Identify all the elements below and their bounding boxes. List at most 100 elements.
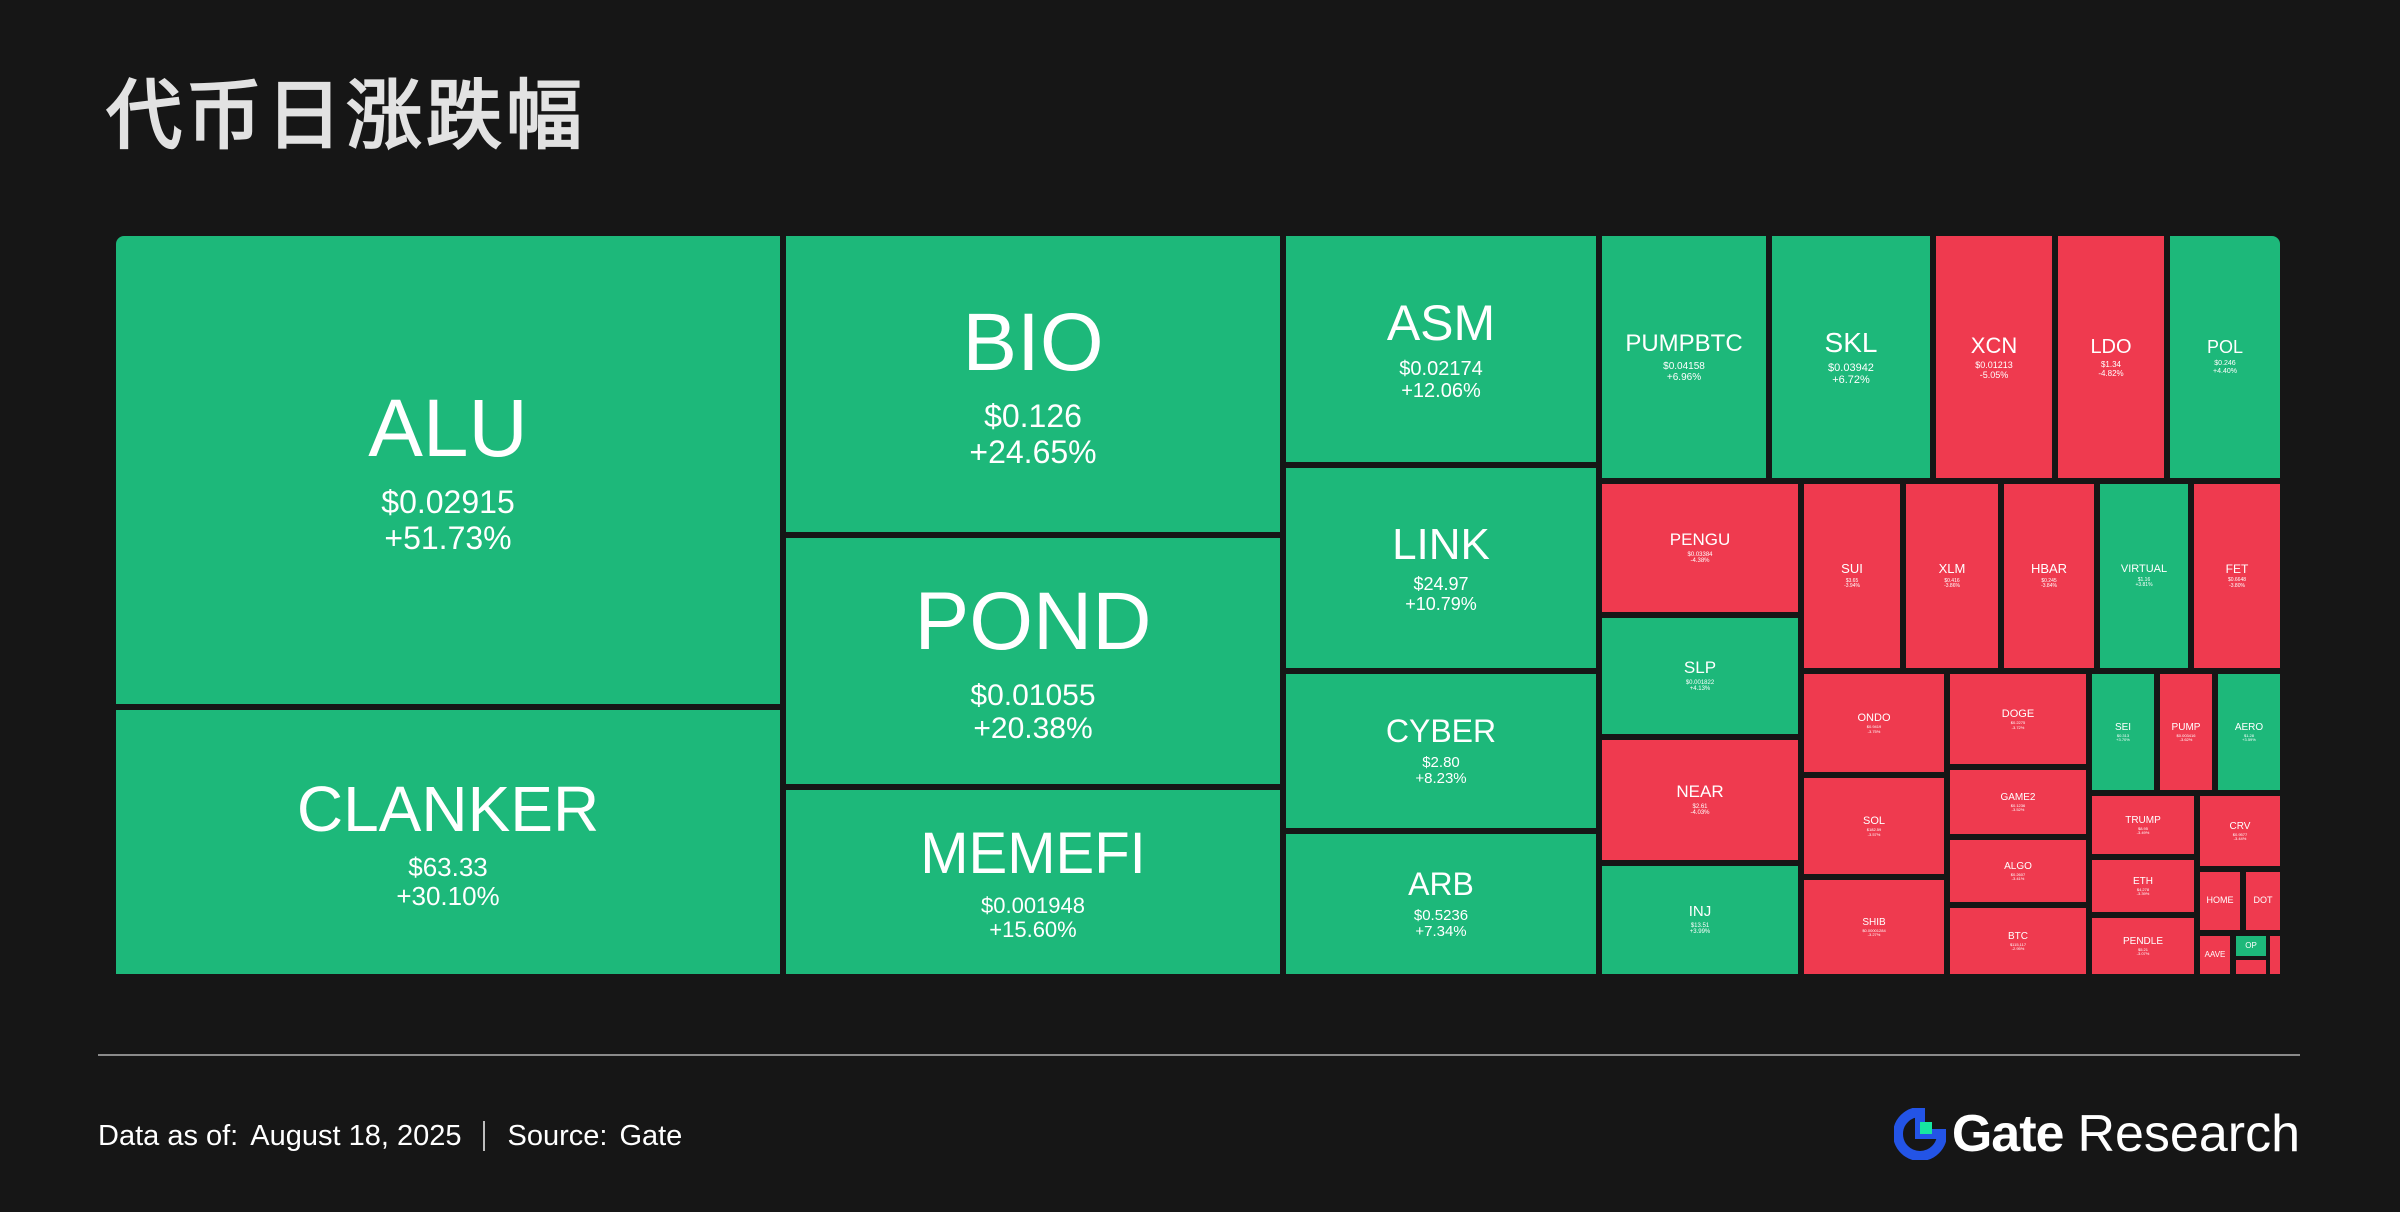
treemap-tile-slp: SLP $0.001822 +4.13%	[1602, 618, 1798, 734]
tile-change: -3.52%	[2011, 807, 2025, 812]
tile-symbol: HOME	[2206, 895, 2234, 906]
tile-symbol: CRV	[2229, 820, 2251, 832]
tile-symbol: PUMP	[2171, 721, 2201, 733]
tile-price: $182.59	[1866, 827, 1882, 833]
tile-price: $1.28	[2243, 732, 2254, 738]
tile-price: $4,278	[2136, 886, 2150, 892]
tile-change: +3.81%	[2135, 582, 2153, 589]
tile-price: $0.2607	[2010, 871, 2026, 877]
tile-change: -2.95%	[2011, 946, 2025, 951]
treemap-tile-ldo: LDO $1.34 -4.82%	[2058, 236, 2164, 478]
tile-symbol: GAME2	[2000, 791, 2036, 803]
tile-change: +4.13%	[1689, 686, 1711, 693]
tile-change: +12.06%	[1401, 380, 1481, 402]
treemap-tile-small-42	[2270, 936, 2280, 974]
tile-price: $0.416	[1944, 577, 1960, 584]
tile-price: $0.03942	[1828, 362, 1874, 375]
tile-symbol: SKL	[1824, 326, 1878, 358]
treemap-tile-near: NEAR $2.61 -4.03%	[1602, 740, 1798, 860]
tile-symbol: SOL	[1862, 815, 1885, 828]
tile-change: -3.39%	[2136, 891, 2150, 896]
treemap-tile-pendle: PENDLE $5.21 -3.07%	[2092, 918, 2194, 974]
tile-symbol: POL	[2206, 337, 2244, 358]
source-value: Gate	[619, 1119, 683, 1152]
treemap-chart: ALU $0.02915 +51.73% CLANKER $63.33 +30.10% BI…	[116, 236, 2280, 974]
tile-price: $0.1236	[2010, 802, 2026, 808]
tile-symbol: XCN	[1970, 332, 2018, 358]
data-as-of-label: Data as of:	[98, 1119, 239, 1152]
tile-price: $8.95	[2137, 825, 2148, 831]
divider	[98, 1054, 2300, 1056]
treemap-tile-crv: CRV $0.9577 -3.44%	[2200, 796, 2280, 866]
treemap-tile-btc: BTC $115,117 -2.95%	[1950, 908, 2086, 974]
tile-price: $1.16	[2137, 576, 2151, 583]
tile-change: -4.38%	[1690, 558, 1710, 565]
tile-symbol: ETH	[2133, 875, 2153, 887]
tile-price: $2.61	[1692, 803, 1708, 810]
tile-change: +51.73%	[384, 519, 512, 556]
treemap-tile-small-41	[2236, 960, 2266, 974]
tile-price: $0.003416	[2176, 732, 2196, 738]
tile-symbol: SLP	[1683, 658, 1717, 678]
tile-price: $63.33	[408, 852, 488, 883]
treemap-tile-skl: SKL $0.03942 +6.72%	[1772, 236, 1930, 478]
source-label: Source:	[507, 1119, 608, 1152]
tile-price: $0.01055	[970, 678, 1096, 712]
tile-price: $0.01213	[1975, 359, 2013, 370]
tile-price: $5.21	[2137, 946, 2148, 952]
treemap-tile-sui: SUI $3.65 -3.94%	[1804, 484, 1900, 668]
tile-symbol: ALGO	[2004, 860, 2032, 872]
tile-symbol: SHIB	[1862, 916, 1886, 928]
treemap-tile-hbar: HBAR $0.245 -3.84%	[2004, 484, 2094, 668]
tile-change: +3.99%	[1689, 929, 1711, 936]
brand-name: Gate	[1951, 1105, 2065, 1163]
tile-change: -3.62%	[2179, 737, 2193, 742]
treemap-tile-fet: FET $0.6648 -3.80%	[2194, 484, 2280, 668]
treemap-tile-xcn: XCN $0.01213 -5.05%	[1936, 236, 2052, 478]
tile-change: +15.60%	[989, 916, 1077, 942]
treemap-tile-shib: SHIB $0.00001284 -3.27%	[1804, 880, 1944, 974]
tile-price: $115,117	[2009, 941, 2027, 947]
treemap-tile-cyber: CYBER $2.80 +8.23%	[1286, 674, 1596, 828]
treemap-tile-asm: ASM $0.02174 +12.06%	[1286, 236, 1596, 462]
tile-change: +20.38%	[973, 711, 1093, 745]
tile-price: $0.6648	[2227, 577, 2247, 584]
tile-price: $13.51	[1690, 922, 1710, 929]
tile-change: -5.05%	[1979, 369, 2009, 380]
tile-change: -3.94%	[1844, 583, 1860, 590]
tile-symbol: OP	[2245, 940, 2257, 950]
treemap-tile-pump: PUMP $0.003416 -3.62%	[2160, 674, 2212, 790]
tile-symbol: BIO	[962, 297, 1104, 389]
treemap-tile-pond: POND $0.01055 +20.38%	[786, 538, 1280, 784]
tile-change: +4.40%	[2213, 367, 2237, 375]
treemap-tile-pengu: PENGU $0.03384 -4.38%	[1602, 484, 1798, 612]
tile-symbol: MEMEFI	[920, 820, 1146, 886]
tile-change: -3.07%	[2136, 951, 2150, 956]
tile-price: $0.245	[2041, 577, 2057, 584]
tile-symbol: PUMPBTC	[1625, 329, 1743, 357]
tile-symbol: AERO	[2234, 721, 2264, 733]
tile-symbol: XLM	[1938, 561, 1966, 577]
tile-price: $1.34	[2100, 359, 2122, 369]
tile-symbol: LDO	[2090, 335, 2132, 358]
tile-price: $0.001822	[1685, 679, 1715, 686]
treemap-tile-xlm: XLM $0.416 -3.86%	[1906, 484, 1998, 668]
tile-symbol: SUI	[1841, 561, 1863, 577]
tile-price: $0.04158	[1663, 361, 1705, 373]
tile-change: -3.27%	[1867, 932, 1881, 937]
tile-price: $3.65	[1845, 577, 1859, 584]
treemap-tile-aave: AAVE	[2200, 936, 2230, 974]
tile-symbol: NEAR	[1676, 782, 1724, 802]
treemap-tile-dot: DOT	[2246, 872, 2280, 930]
tile-change: -4.03%	[1690, 810, 1710, 817]
tile-change: +10.79%	[1405, 594, 1477, 615]
brand-suffix: Research	[2077, 1105, 2300, 1163]
tile-change: +7.34%	[1415, 923, 1467, 941]
tile-price: $0.313	[2116, 732, 2130, 738]
tile-change: -4.82%	[2098, 368, 2124, 378]
treemap-tile-pumpbtc: PUMPBTC $0.04158 +6.96%	[1602, 236, 1766, 478]
tile-change: -3.86%	[1944, 583, 1960, 590]
treemap-tile-ondo: ONDO $0.9419 -3.75%	[1804, 674, 1944, 772]
tile-symbol: INJ	[1688, 903, 1712, 921]
footer-separator	[483, 1121, 486, 1151]
